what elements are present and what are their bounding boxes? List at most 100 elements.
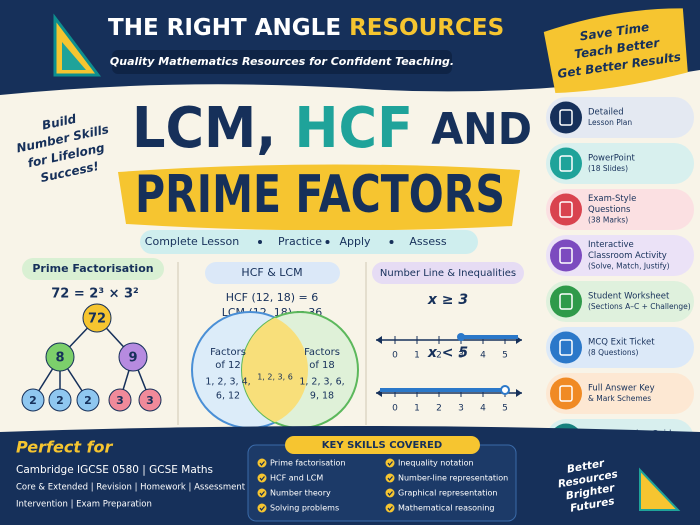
feature-text: Full Answer Key — [588, 384, 655, 394]
feature-card — [546, 189, 694, 230]
skill: Prime factorisation — [270, 459, 346, 468]
feature-icon — [550, 147, 582, 180]
tick-label: 3 — [458, 404, 464, 414]
feature-text: (Solve, Match, Justify) — [588, 262, 670, 271]
point — [457, 333, 465, 341]
tick-label: 4 — [480, 351, 486, 361]
skills-title: KEY SKILLS COVERED — [322, 440, 442, 451]
tree-label: 2 — [84, 394, 92, 407]
main-title-2: PRIME FACTORS — [135, 165, 505, 225]
feature-icon — [550, 101, 582, 134]
check — [385, 458, 395, 468]
factor-tree: 72 8 9 2 2 2 3 3 — [21, 303, 162, 412]
skill: Graphical representation — [398, 489, 498, 498]
feature-card — [546, 235, 694, 276]
check — [257, 473, 267, 483]
venn-text: 6, 12 — [216, 391, 240, 402]
highlight — [118, 164, 520, 231]
tick-label: 0 — [392, 404, 398, 414]
tree-label: 3 — [116, 394, 124, 407]
feature-text: MCQ Exit Ticket — [588, 338, 655, 348]
skills-title-box — [285, 436, 480, 454]
skills-list: Prime factorisation HCF and LCM Number the… — [257, 458, 508, 513]
skill: Mathematical reasoning — [398, 504, 495, 513]
icon-glyph — [559, 201, 573, 218]
bullet — [389, 240, 394, 244]
tree-label: 9 — [128, 351, 137, 366]
logo-inner — [62, 42, 86, 70]
bullet — [325, 240, 330, 244]
check — [385, 488, 395, 498]
panel-title-box — [22, 258, 164, 280]
panel-title-box — [372, 262, 524, 284]
tree-node — [48, 388, 72, 412]
hcf-line: HCF (12, 18) = 6 — [226, 291, 319, 304]
icon-glyph — [559, 155, 573, 172]
tree-label: 3 — [146, 394, 154, 407]
ribbon — [140, 230, 478, 254]
panel-title-box — [205, 262, 340, 284]
tick-label: 4 — [480, 404, 486, 414]
skill: Number theory — [270, 489, 331, 498]
tree-label: 2 — [56, 394, 64, 407]
panel-title: Prime Factorisation — [32, 262, 153, 275]
tree-label: 2 — [29, 394, 37, 407]
bullet — [258, 240, 262, 244]
tree-node — [108, 388, 132, 412]
tick-label: 1 — [414, 404, 420, 414]
icon-glyph — [559, 293, 573, 310]
check-mark — [387, 491, 393, 496]
tagline-box — [112, 50, 452, 74]
tree-label: 72 — [88, 312, 106, 327]
tree-label: 8 — [55, 351, 64, 366]
venn-overlap — [242, 312, 308, 428]
feature-text: Detailed — [588, 108, 624, 118]
equation: 72 = 2³ × 3² — [51, 287, 138, 302]
tick-label: 3 — [458, 351, 464, 361]
tick-label: 5 — [502, 404, 508, 414]
feature-text: Interactive — [588, 240, 634, 250]
ribbon-item: Practice — [278, 235, 322, 248]
feature-icon — [550, 239, 582, 272]
main-title: LCM, HCF AND — [132, 96, 532, 161]
badge-shape — [543, 8, 688, 93]
badge — [543, 8, 688, 93]
feature-icon — [550, 331, 582, 364]
tree-node — [82, 303, 112, 333]
venn-text: Factors of 12 1, 2, 3, 4, 6, 12 Factors of 18… — [205, 347, 344, 402]
feature-icon — [550, 193, 582, 226]
tree-node — [45, 342, 75, 372]
ribbon-item: Complete Lesson — [145, 235, 239, 248]
tick-label: 1 — [414, 351, 420, 361]
feature-text: (8 Questions) — [588, 348, 639, 357]
tick-label: 0 — [392, 351, 398, 361]
panel-title: HCF & LCM — [241, 266, 302, 279]
feature-text: Lesson Plan — [588, 118, 632, 127]
check-mark — [387, 461, 393, 466]
feature-card — [546, 327, 694, 368]
check-mark — [259, 491, 265, 496]
venn-text: 1, 2, 3, 6, — [299, 377, 344, 388]
venn-text: Factors — [304, 347, 340, 358]
skill: Number-line representation — [398, 474, 508, 483]
number-lines: x ≥ 3 0 1 2 3 4 5 x < 5 0 1 2 3 4 5 — [376, 292, 522, 414]
feature-icon — [550, 377, 582, 410]
inequality: x < 5 — [427, 345, 469, 361]
check-mark — [387, 476, 393, 481]
icon-glyph — [559, 339, 573, 356]
venn-text: 1, 2, 3, 6 — [257, 373, 293, 382]
check-mark — [259, 506, 265, 511]
tick-label: 2 — [436, 404, 442, 414]
point — [500, 385, 510, 395]
venn-text: of 18 — [309, 360, 335, 371]
venn-text: 9, 18 — [310, 391, 334, 402]
ribbon-item: Assess — [409, 235, 446, 248]
ribbon-text: Complete Lesson Practice Apply Assess — [145, 235, 447, 248]
feature-card — [546, 373, 694, 414]
feature-text: Questions — [588, 205, 631, 215]
feature-text: (38 Marks) — [588, 216, 628, 225]
check — [257, 488, 267, 498]
panel-title: Number Line & Inequalities — [380, 268, 516, 279]
